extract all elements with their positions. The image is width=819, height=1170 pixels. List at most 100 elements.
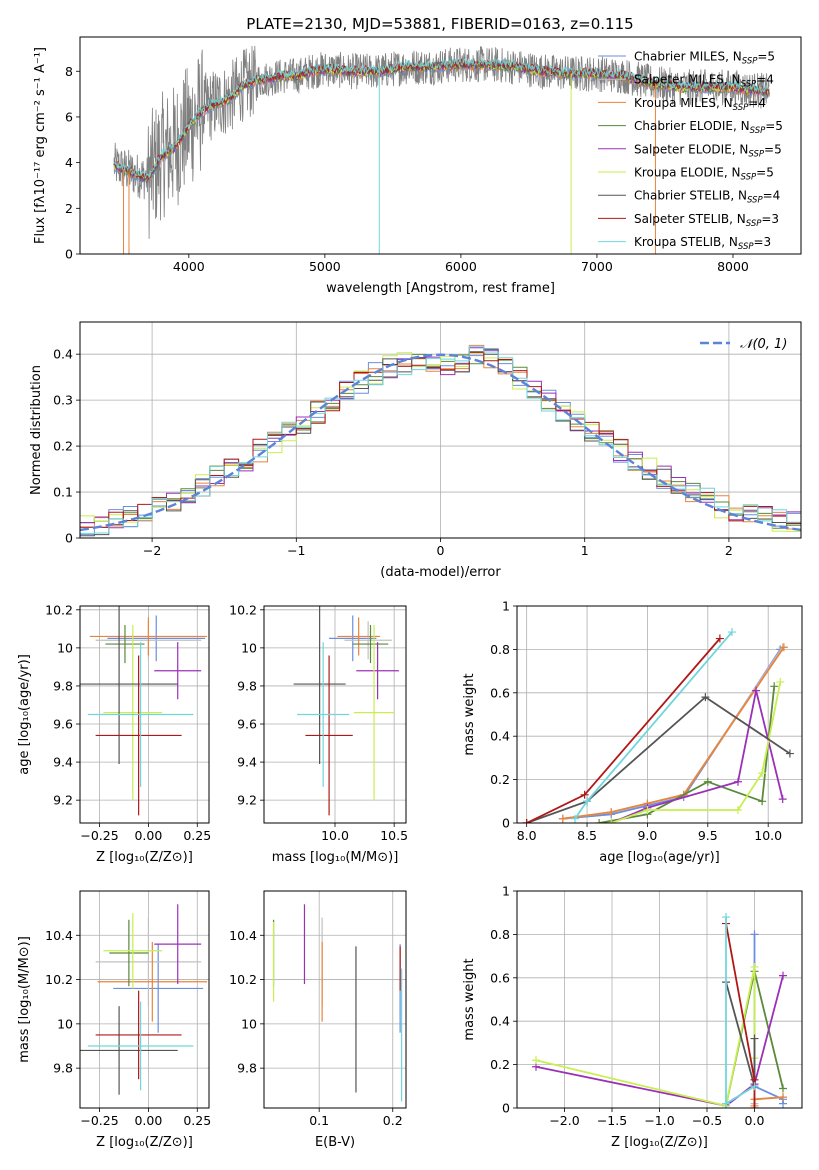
series-marker-kroupa-elodie: [750, 962, 759, 971]
series-marker-kroupa-miles: [779, 643, 788, 652]
y-tick-label: 0.3: [53, 393, 73, 408]
legend-label: Salpeter MILES, NSSP=4: [634, 73, 774, 90]
y-tick-label: 10.4: [45, 928, 73, 943]
series-marker-kroupa-miles: [779, 1093, 787, 1102]
series-marker-chabrier-stelib: [750, 1034, 759, 1043]
x-tick-label: 8000: [717, 259, 749, 274]
y-tick-label: 9.8: [53, 1061, 73, 1076]
legend-label-subscript: SSP: [746, 219, 762, 229]
x-tick-label: −0.25: [80, 1113, 118, 1128]
y-tick-label: 10.2: [45, 602, 73, 617]
x-axis-label: E(B-V): [315, 1135, 355, 1150]
x-tick-label: 0.00: [134, 1113, 162, 1128]
errorbars: [80, 904, 208, 1095]
axes-frame: [516, 605, 803, 824]
y-tick-label: 10.4: [229, 928, 257, 943]
series-marker-kroupa-stelib: [722, 1099, 730, 1108]
y-tick-label: 9.4: [53, 755, 73, 770]
legend-label-subscript: SSP: [742, 57, 758, 67]
errorbars: [293, 606, 399, 816]
y-tick-label: 0.6: [490, 970, 510, 985]
y-tick-label: 9.2: [237, 793, 257, 808]
weight-vs-age-panel: 8.0 8.5 9.0 9.5 10.0 0 0.2 0.4 0.6 0.8 1 age [log₁₀…: [462, 599, 803, 865]
errorbars: [272, 904, 403, 1102]
legend-label-text: Chabrier STELIB, N: [634, 189, 747, 203]
legend-label-text: Salpeter ELODIE, N: [634, 142, 748, 156]
mass-vs-EBV-panel: 0.1 0.2 9.8 10 10.2 10.4 E(B-V): [229, 890, 407, 1150]
legend-label-text: Kroupa STELIB, N: [634, 235, 738, 249]
series-line-chabrier-miles: [753, 934, 784, 1104]
series-marker-kroupa-stelib: [570, 814, 579, 823]
legend-label-tail: =4: [756, 73, 774, 87]
x-axis-label: Z [log₁₀(Z/Z⊙)]: [96, 850, 193, 865]
x-tick-label: 10.5: [380, 828, 408, 843]
axes-frame: [79, 321, 802, 539]
x-tick-label: 0: [437, 543, 445, 558]
errorbars: [80, 606, 208, 816]
observed-spectrum-line: [113, 45, 770, 239]
legend-label: Chabrier ELODIE, NSSP=5: [634, 119, 783, 136]
x-axis-label: Z [log₁₀(Z/Z⊙)]: [96, 1135, 193, 1150]
legend-label: Chabrier MILES, NSSP=5: [634, 50, 775, 67]
x-tick-label: −0.5: [692, 1113, 722, 1128]
x-tick-label: 4000: [173, 259, 205, 274]
series-marker-salpeter-stelib: [750, 1104, 759, 1108]
axes-frame: [516, 890, 803, 1109]
mass-vs-Z-panel: −0.25 0.00 0.25 9.8 10 10.2 10.4 Z [log₁₀(Z/Z⊙)…: [17, 890, 211, 1150]
y-tick-label: 0: [65, 247, 73, 262]
legend-label-subscript: SSP: [741, 173, 757, 183]
x-axis-label: mass [log₁₀(M/M⊙)]: [272, 850, 399, 865]
series-marker-salpeter-stelib: [522, 819, 531, 823]
residual-histograms: [80, 344, 801, 537]
y-tick-label: 1: [502, 884, 510, 899]
series-marker-chabrier-elodie: [758, 797, 767, 806]
age-vs-Z-panel: −0.25 0.00 0.25 9.2 9.4 9.6 9.8 10 10.2 Z [log₁₀(…: [17, 602, 211, 865]
y-tick-label: 1: [502, 599, 510, 614]
y-tick-label: 9.8: [237, 678, 257, 693]
legend-label-subscript: SSP: [741, 80, 757, 90]
y-tick-label: 10: [241, 1016, 257, 1031]
series-lines: [522, 628, 794, 823]
y-tick-label: 0.4: [490, 729, 510, 744]
legend-label-subscript: SSP: [733, 103, 749, 113]
y-tick-label: 9.8: [53, 678, 73, 693]
x-tick-label: 0.0: [745, 1113, 765, 1128]
series-marker-salpeter-elodie: [779, 971, 787, 980]
legend-label-tail: =4: [748, 96, 766, 110]
x-tick-label: 9.0: [637, 828, 657, 843]
y-tick-label: 10: [57, 640, 73, 655]
series-marker-salpeter-elodie: [778, 795, 787, 804]
legend-label: Kroupa MILES, NSSP=4: [634, 96, 766, 113]
axes-frame: [263, 605, 407, 824]
histogram-step-salpeter-elodie: [80, 347, 801, 529]
legend-label: Kroupa ELODIE, NSSP=5: [634, 166, 774, 183]
series-line-kroupa-elodie: [535, 966, 756, 1107]
x-tick-label: −0.25: [80, 828, 118, 843]
y-axis-label: age [log₁₀(age/yr)]: [17, 654, 32, 775]
legend-label-subscript: SSP: [738, 242, 754, 252]
model-spectrum-line-kroupa-stelib: [113, 57, 770, 179]
series-lines: [532, 913, 787, 1108]
series-marker-chabrier-elodie: [595, 819, 604, 823]
histogram-step-kroupa-stelib: [80, 345, 801, 534]
spectrum-panel: 4000 5000 6000 7000 8000 0 2 4 6 8 wavelength [Ang…: [33, 36, 802, 296]
y-axis-label: Flux [fλ10⁻¹⁷ erg cm⁻² s⁻¹ A⁻¹]: [33, 47, 48, 244]
legend-label-tail: =3: [754, 235, 772, 249]
legend-label: Salpeter ELODIE, NSSP=5: [634, 142, 782, 159]
axes-frame: [79, 36, 802, 255]
x-tick-label: 10.0: [754, 828, 782, 843]
series-marker-kroupa-stelib: [583, 797, 592, 806]
y-tick-label: 0.6: [490, 685, 510, 700]
legend-label-tail: =3: [761, 212, 779, 226]
x-tick-label: 10.0: [321, 828, 349, 843]
y-tick-label: 0.4: [490, 1014, 510, 1029]
series-line-chabrier-stelib: [526, 695, 791, 823]
series-line-chabrier-elodie: [598, 686, 776, 823]
x-tick-label: 5000: [309, 259, 341, 274]
x-axis-label: (data-model)/error: [380, 565, 501, 580]
series-marker-salpeter-stelib: [715, 634, 724, 643]
legend-label-text: Chabrier ELODIE, N: [634, 119, 750, 133]
legend-label-text: Kroupa ELODIE, N: [634, 166, 741, 180]
series-marker-kroupa-miles: [607, 808, 616, 817]
x-tick-label: 9.5: [698, 828, 718, 843]
